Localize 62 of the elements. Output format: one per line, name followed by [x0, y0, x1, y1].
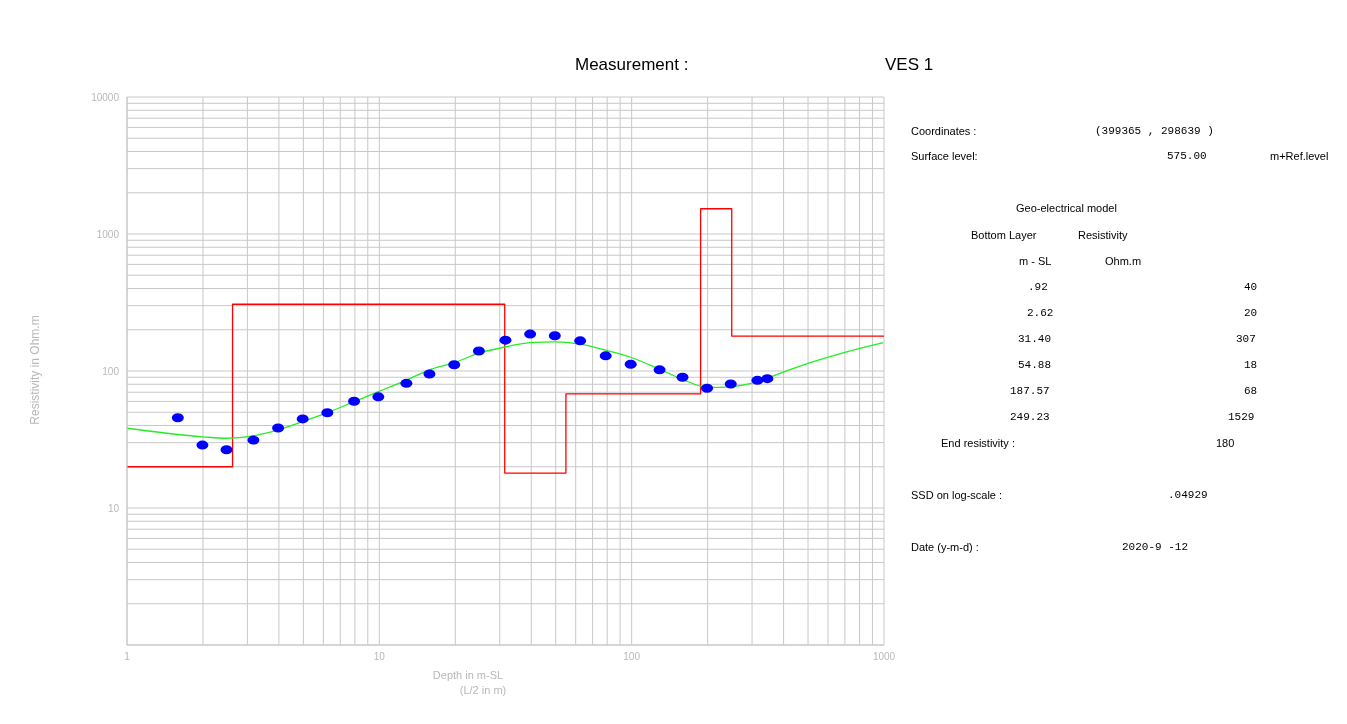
text: Coordinates : — [911, 125, 977, 137]
point — [372, 392, 385, 402]
text: 307 — [1236, 333, 1256, 345]
text: 2.62 — [1027, 307, 1054, 319]
point — [348, 396, 361, 406]
text: 575.00 — [1167, 150, 1207, 162]
point — [220, 445, 233, 455]
text: 249.23 — [1010, 411, 1050, 423]
y-tick-label: 10 — [107, 502, 120, 514]
chart-title: Measurement : — [575, 55, 689, 75]
text: 187.57 — [1010, 385, 1050, 397]
text: 1529 — [1228, 411, 1255, 423]
text: Bottom Layer — [971, 229, 1037, 241]
point — [624, 359, 637, 369]
point — [524, 329, 537, 339]
point — [472, 346, 485, 356]
x-axis-title: Depth in m-SL (L/2 in m) — [432, 669, 507, 696]
text: Geo-electrical model — [1016, 202, 1117, 214]
text: .04929 — [1168, 489, 1208, 501]
point — [247, 435, 260, 445]
text: 68 — [1244, 385, 1258, 397]
text: 40 — [1244, 281, 1258, 293]
x-tick-label: 10 — [373, 651, 386, 663]
text: End resistivity : — [941, 437, 1015, 449]
text: m - SL — [1019, 255, 1052, 267]
y-tick-label: 100 — [102, 365, 120, 377]
text: 180 — [1216, 437, 1235, 449]
text: SSD on log-scale : — [911, 489, 1003, 501]
point — [272, 423, 285, 433]
x-tick-label: 1 — [124, 651, 131, 663]
text: m+Ref.level — [1270, 150, 1329, 162]
point — [448, 360, 461, 370]
chart-subtitle: VES 1 — [885, 55, 934, 75]
text: Surface level: — [911, 150, 978, 162]
text: (399365 , 298639 ) — [1095, 125, 1214, 137]
x-tick-label: 100 — [623, 651, 641, 663]
point — [321, 408, 334, 418]
y-tick-label: 10000 — [91, 91, 120, 103]
point — [196, 440, 209, 450]
point — [724, 379, 737, 389]
point — [499, 335, 512, 345]
point — [423, 369, 436, 379]
text: 20 — [1244, 307, 1258, 319]
y-axis-title: Resistivity in Ohm.m — [28, 315, 42, 425]
point — [599, 351, 612, 361]
text: Date (y-m-d) : — [911, 541, 979, 553]
point — [548, 331, 561, 341]
text: 2020-9 -12 — [1122, 541, 1189, 553]
point — [751, 375, 764, 385]
text: .92 — [1028, 281, 1048, 293]
text: 18 — [1244, 359, 1258, 371]
text: 54.88 — [1018, 359, 1052, 371]
x-tick-label: 1000 — [872, 651, 896, 663]
point — [296, 414, 309, 424]
point — [574, 336, 587, 346]
point — [701, 383, 714, 393]
y-tick-label: 1000 — [96, 228, 120, 240]
text: 31.40 — [1018, 333, 1052, 345]
text: Ohm.m — [1105, 255, 1142, 267]
text: Resistivity — [1078, 229, 1128, 241]
point — [171, 413, 184, 423]
point — [676, 372, 689, 382]
